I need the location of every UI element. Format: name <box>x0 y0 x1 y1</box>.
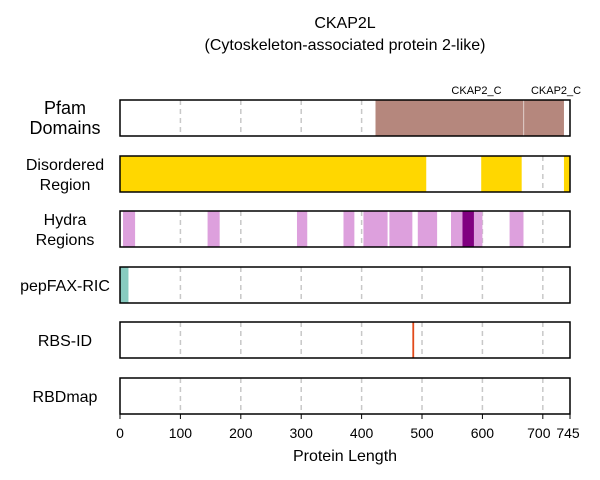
x-tick-label-6: 600 <box>471 425 495 441</box>
track-label-3: pepFAX-RIC <box>20 278 110 295</box>
chart-title-line2: (Cytoskeleton-associated protein 2-like) <box>204 37 485 54</box>
track-2-segment-6 <box>417 211 438 247</box>
track-2-segment-7 <box>451 211 463 247</box>
track-0-segment-0 <box>375 100 524 136</box>
x-tick-label-1: 100 <box>169 425 193 441</box>
track-3: pepFAX-RIC <box>20 266 571 304</box>
track-1: Disordered Region <box>26 155 571 194</box>
track-2-segment-2 <box>296 211 308 247</box>
track-2-segment-5 <box>389 211 413 247</box>
x-tick-label-8: 745 <box>556 425 580 441</box>
x-axis-label: Protein Length <box>293 448 397 465</box>
track-0-frame <box>119 99 571 137</box>
x-tick-label-5: 500 <box>410 425 434 441</box>
track-label-5: RBDmap <box>33 389 98 406</box>
track-2-segment-0 <box>123 211 136 247</box>
track-3-segment-0 <box>120 267 129 303</box>
track-2-segment-4 <box>363 211 388 247</box>
x-axis: 0 100 200 300 400 500 600 700 745 <box>116 414 580 441</box>
domain-label-1: CKAP2_C <box>531 85 581 97</box>
track-2-segment-3 <box>343 211 355 247</box>
x-tick-label-4: 400 <box>350 425 374 441</box>
x-tick-label-2: 200 <box>229 425 253 441</box>
track-2-frame <box>119 210 571 248</box>
track-3-frame <box>119 266 571 304</box>
track-5: RBDmap <box>33 377 571 415</box>
track-4-frame <box>119 321 571 359</box>
track-2-segment-1 <box>207 211 220 247</box>
track-label-4: RBS-ID <box>38 333 92 350</box>
x-tick-label-7: 700 <box>527 425 551 441</box>
x-tick-label-0: 0 <box>116 425 124 441</box>
x-tick-label-3: 300 <box>290 425 314 441</box>
track-2-segment-8 <box>462 211 474 247</box>
track-4-segment-0 <box>412 322 415 358</box>
track-4: RBS-ID <box>38 321 571 359</box>
track-label-1: Disordered Region <box>26 157 104 194</box>
track-0-segment-1 <box>524 100 564 136</box>
track-1-frame <box>119 155 571 193</box>
track-label-2: Hydra Regions <box>36 212 95 249</box>
track-1-segment-1 <box>481 156 522 192</box>
track-label-0: Pfam Domains <box>29 98 100 138</box>
domain-label-0: CKAP2_C <box>451 85 501 97</box>
track-1-segment-2 <box>563 156 570 192</box>
tracks: CKAP2_C CKAP2_C Pfam Domains Disordered Regio… <box>20 85 581 415</box>
track-0: CKAP2_C CKAP2_C Pfam Domains <box>29 85 581 138</box>
chart-title-line1: CKAP2L <box>314 15 375 32</box>
track-1-segment-0 <box>120 156 427 192</box>
track-2-segment-9 <box>473 211 483 247</box>
track-2-segment-10 <box>509 211 524 247</box>
grid-lines <box>179 100 544 414</box>
track-2: Hydra Regions <box>36 210 571 249</box>
track-5-frame <box>119 377 571 415</box>
